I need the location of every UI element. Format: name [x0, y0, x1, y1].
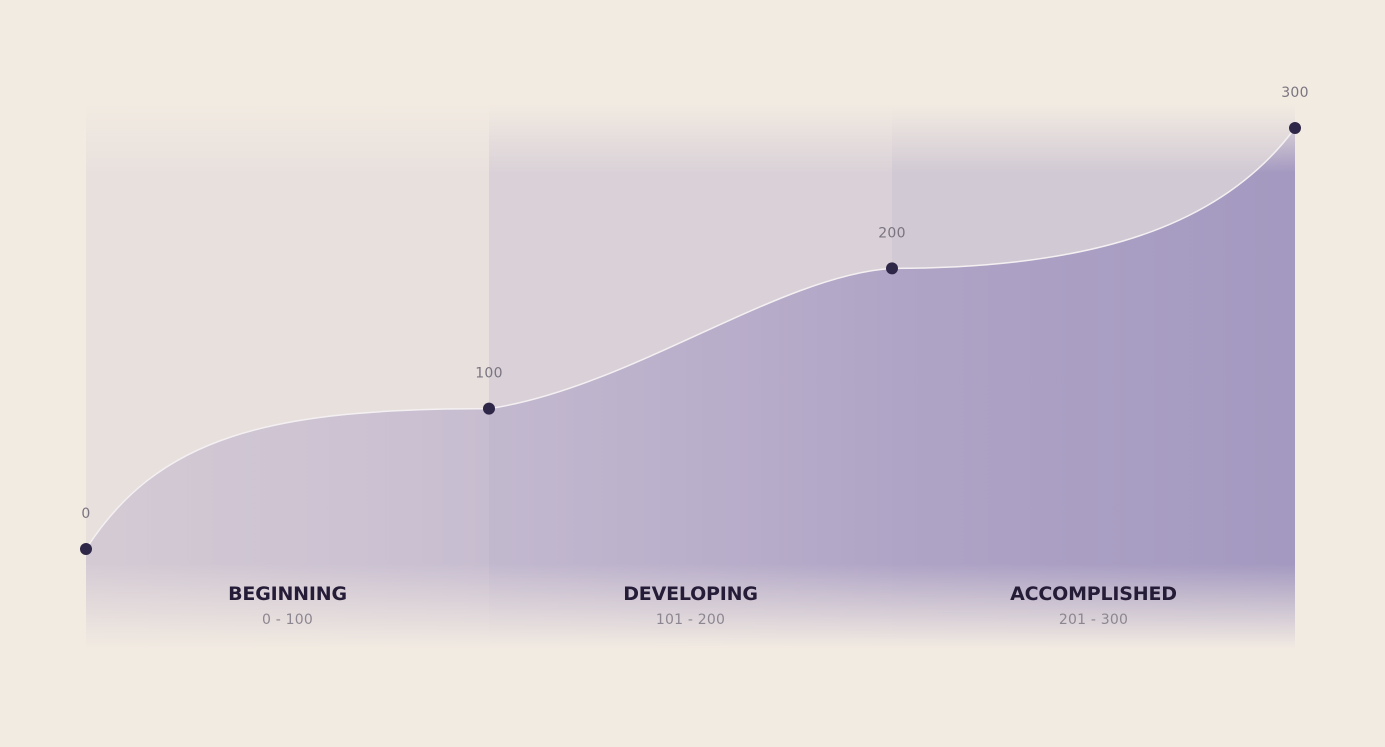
stage-name-developing: DEVELOPING — [623, 583, 758, 605]
chart-body — [86, 105, 1295, 665]
point-label-300: 300 — [1281, 85, 1309, 101]
stage-range-developing: 101 - 200 — [656, 612, 725, 628]
data-point-300 — [1289, 122, 1301, 134]
data-point-200 — [886, 262, 898, 275]
data-point-0 — [80, 543, 92, 555]
stage-name-accomplished: ACCOMPLISHED — [1010, 583, 1177, 605]
point-label-200: 200 — [878, 225, 906, 241]
data-points: 0 100 200 300 — [80, 85, 1309, 555]
stage-range-beginning: 0 - 100 — [262, 612, 313, 628]
stage-range-accomplished: 201 - 300 — [1059, 612, 1128, 628]
progress-curve — [85, 127, 1296, 550]
stage-labels: BEGINNING 0 - 100 DEVELOPING 101 - 200 ACCOM… — [228, 583, 1177, 628]
data-point-100 — [483, 402, 495, 415]
point-label-0: 0 — [81, 506, 90, 522]
progress-area — [86, 128, 1295, 665]
stage-name-beginning: BEGINNING — [228, 583, 347, 605]
point-label-100: 100 — [475, 366, 503, 382]
